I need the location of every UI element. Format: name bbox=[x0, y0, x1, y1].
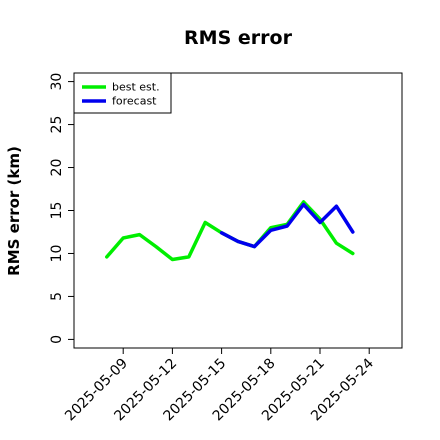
y-tick-label: 15 bbox=[49, 202, 65, 220]
legend: best est.forecast bbox=[73, 72, 172, 114]
y-tick-label: 25 bbox=[49, 116, 65, 134]
plot-frame bbox=[73, 72, 403, 349]
chart-title: RMS error bbox=[184, 27, 293, 49]
legend-label: forecast bbox=[112, 95, 157, 108]
legend-label: best est. bbox=[112, 81, 160, 94]
series-line-best-est bbox=[105, 200, 355, 262]
series-line-forecast bbox=[219, 202, 355, 249]
y-tick-label: 0 bbox=[49, 335, 65, 344]
legend-box bbox=[73, 72, 172, 114]
series-layer bbox=[105, 200, 355, 262]
y-axis-label: RMS error (km) bbox=[5, 146, 23, 276]
y-tick-label: 5 bbox=[49, 292, 65, 301]
y-axis: 0 5 10 15 20 25 30 bbox=[49, 73, 74, 344]
x-axis: 2025-05-092025-05-122025-05-152025-05-18… bbox=[62, 348, 377, 424]
y-tick-label: 20 bbox=[49, 159, 65, 177]
y-tick-label: 10 bbox=[49, 245, 65, 263]
y-tick-label: 30 bbox=[49, 73, 65, 91]
